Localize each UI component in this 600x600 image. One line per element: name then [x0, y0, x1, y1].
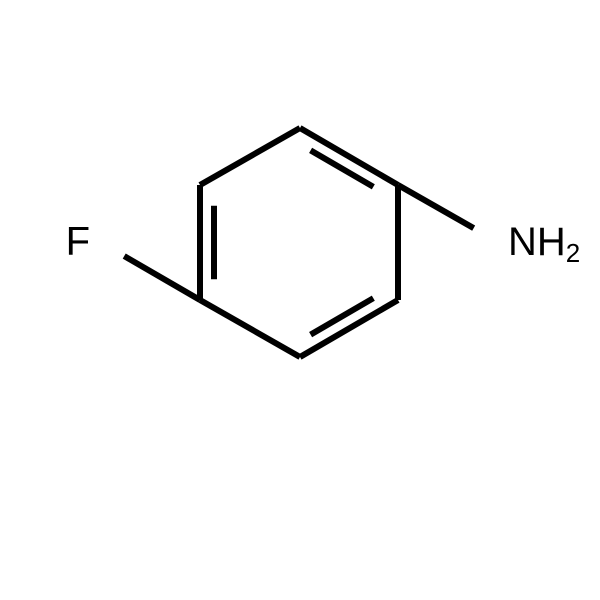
bond-C4-F — [124, 256, 200, 300]
bond-C1-N — [398, 185, 474, 228]
bond-C1-C2 — [300, 128, 398, 185]
bond-C2-C3 — [200, 128, 300, 185]
atom-label-fluorine: F — [66, 220, 90, 264]
bond-C5-C6 — [300, 300, 398, 357]
atom-label-amine: NH2 — [508, 220, 580, 269]
chemical-structure-diagram: F NH2 — [0, 0, 600, 600]
bond-C4-C5 — [200, 300, 300, 357]
